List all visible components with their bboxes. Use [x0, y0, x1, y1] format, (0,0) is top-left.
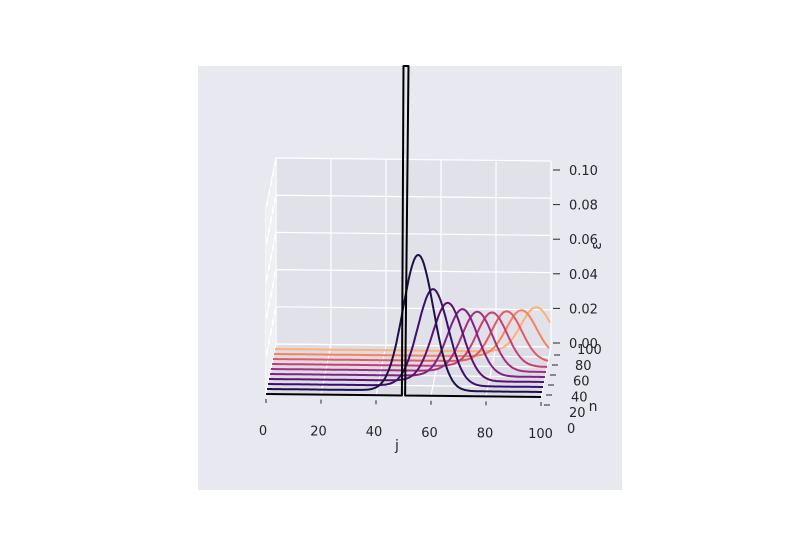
x-tick-label: 100 — [528, 427, 553, 442]
grid-line-z — [265, 157, 552, 209]
z-axis-label: ε — [589, 242, 605, 250]
back-pane — [276, 158, 551, 347]
z-tick-label: 0.00 — [569, 337, 598, 352]
y-tick-label: 20 — [569, 406, 586, 421]
series-line-n-30 — [269, 301, 544, 383]
y-tick-label: 40 — [571, 390, 588, 405]
series-line-n-60 — [272, 311, 547, 368]
y-axis-label: n — [589, 399, 598, 415]
grid-line-z — [265, 231, 552, 283]
x-tick-label: 20 — [310, 425, 327, 440]
y-tick-label: 60 — [573, 375, 590, 390]
x-tick-label: 40 — [366, 425, 383, 440]
series-line-n-0 — [265, 65, 542, 398]
series-line-n-10 — [267, 253, 542, 393]
series-line-n-40 — [270, 308, 545, 378]
axis-ticks: 0 20 40 60 80 100 0204060801000.000.020.040.06… — [259, 164, 602, 442]
grid-line-z — [265, 194, 552, 246]
grid-line-z — [265, 306, 552, 357]
y-tick-label: 80 — [575, 359, 592, 374]
z-tick-label: 0.04 — [569, 268, 598, 283]
z-tick-label: 0.10 — [569, 164, 598, 179]
series-line-n-80 — [274, 309, 550, 357]
x-axis-label: j — [394, 438, 399, 454]
series-line-n-50 — [271, 310, 546, 373]
grid-line-z — [265, 343, 552, 395]
z-tick-label: 0.02 — [569, 302, 598, 317]
z-tick-label: 0.08 — [569, 199, 598, 214]
x-tick-label: 80 — [477, 426, 494, 441]
x-tick-label: 0 — [259, 424, 267, 439]
y-tick-label: 0 — [567, 422, 575, 437]
x-tick-label: 60 — [421, 426, 438, 441]
series-lines — [265, 65, 551, 398]
y-tick-label: 100 — [577, 343, 602, 358]
z-tick-label: 0.06 — [569, 233, 598, 248]
grid-line-z — [265, 268, 552, 320]
series-line-n-70 — [273, 310, 549, 362]
